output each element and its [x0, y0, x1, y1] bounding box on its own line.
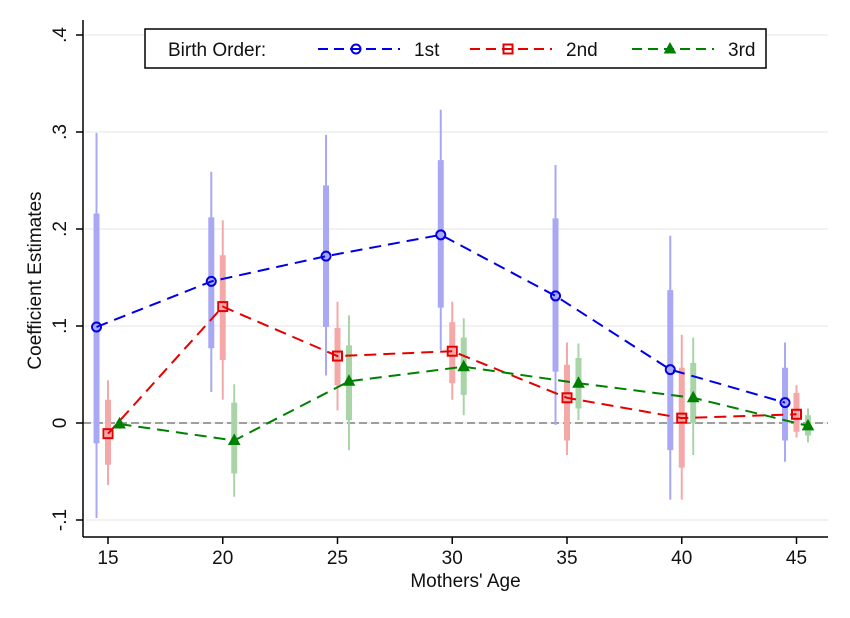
data-point-1st: [664, 364, 676, 376]
data-point-2nd: [217, 301, 229, 313]
y-tick-label: .2: [50, 221, 71, 237]
y-axis-title: Coefficient Estimates: [25, 191, 46, 369]
data-point-2nd: [676, 412, 688, 424]
y-tick-label: .1: [50, 318, 71, 334]
y-tick-label: -.1: [50, 509, 71, 531]
confidence-intervals: [93, 109, 811, 519]
data-point-1st: [550, 290, 562, 302]
legend-label-3rd: 3rd: [728, 40, 755, 61]
y-ticks: -.1 0 .1 .2 .3 .4: [50, 27, 83, 531]
legend-entries: 1st 2nd 3rd: [318, 40, 755, 61]
y-tick-label: .3: [50, 124, 71, 140]
x-tick-label: 25: [327, 548, 348, 569]
data-point-3rd: [113, 416, 126, 429]
series-line-2nd: [107, 305, 797, 435]
x-tick-label: 40: [671, 548, 692, 569]
data-point-1st: [205, 275, 217, 287]
data-point-2nd: [102, 428, 114, 440]
y-tick-label: .4: [50, 27, 71, 43]
legend-box: [144, 28, 767, 69]
x-ticks: 15 20 25 30 35 40 45: [97, 537, 807, 569]
legend-title: Birth Order:: [168, 40, 266, 61]
data-point-3rd: [801, 418, 815, 431]
legend-label-2nd: 2nd: [566, 40, 598, 61]
legend: Birth Order: 1st 2nd 3rd: [144, 28, 767, 69]
data-point-2nd: [791, 408, 802, 420]
series-markers: [91, 229, 815, 445]
x-tick-label: 45: [786, 548, 807, 569]
gridlines: [85, 34, 828, 521]
legend-marker-1st: [350, 43, 362, 55]
data-point-1st: [320, 250, 332, 262]
legend-marker-3rd: [663, 41, 677, 54]
axes: [82, 20, 828, 538]
legend-label-1st: 1st: [414, 40, 440, 61]
data-point-1st: [91, 321, 103, 333]
data-point-3rd: [572, 376, 585, 388]
x-tick-label: 15: [97, 548, 118, 569]
x-axis-title: Mothers' Age: [410, 571, 520, 592]
data-point-3rd: [342, 374, 356, 386]
data-point-3rd: [457, 359, 471, 372]
data-point-3rd: [227, 433, 241, 445]
data-point-2nd: [332, 350, 343, 362]
data-point-2nd: [446, 345, 458, 357]
data-point-3rd: [686, 390, 700, 403]
y-tick-label: 0: [50, 418, 71, 429]
data-point-1st: [435, 229, 447, 241]
data-point-1st: [779, 397, 791, 409]
x-tick-label: 20: [212, 548, 233, 569]
x-tick-label: 35: [556, 548, 577, 569]
series-line-1st: [96, 233, 786, 404]
legend-marker-2nd: [502, 43, 514, 55]
x-tick-label: 30: [442, 548, 463, 569]
data-point-2nd: [561, 392, 573, 404]
